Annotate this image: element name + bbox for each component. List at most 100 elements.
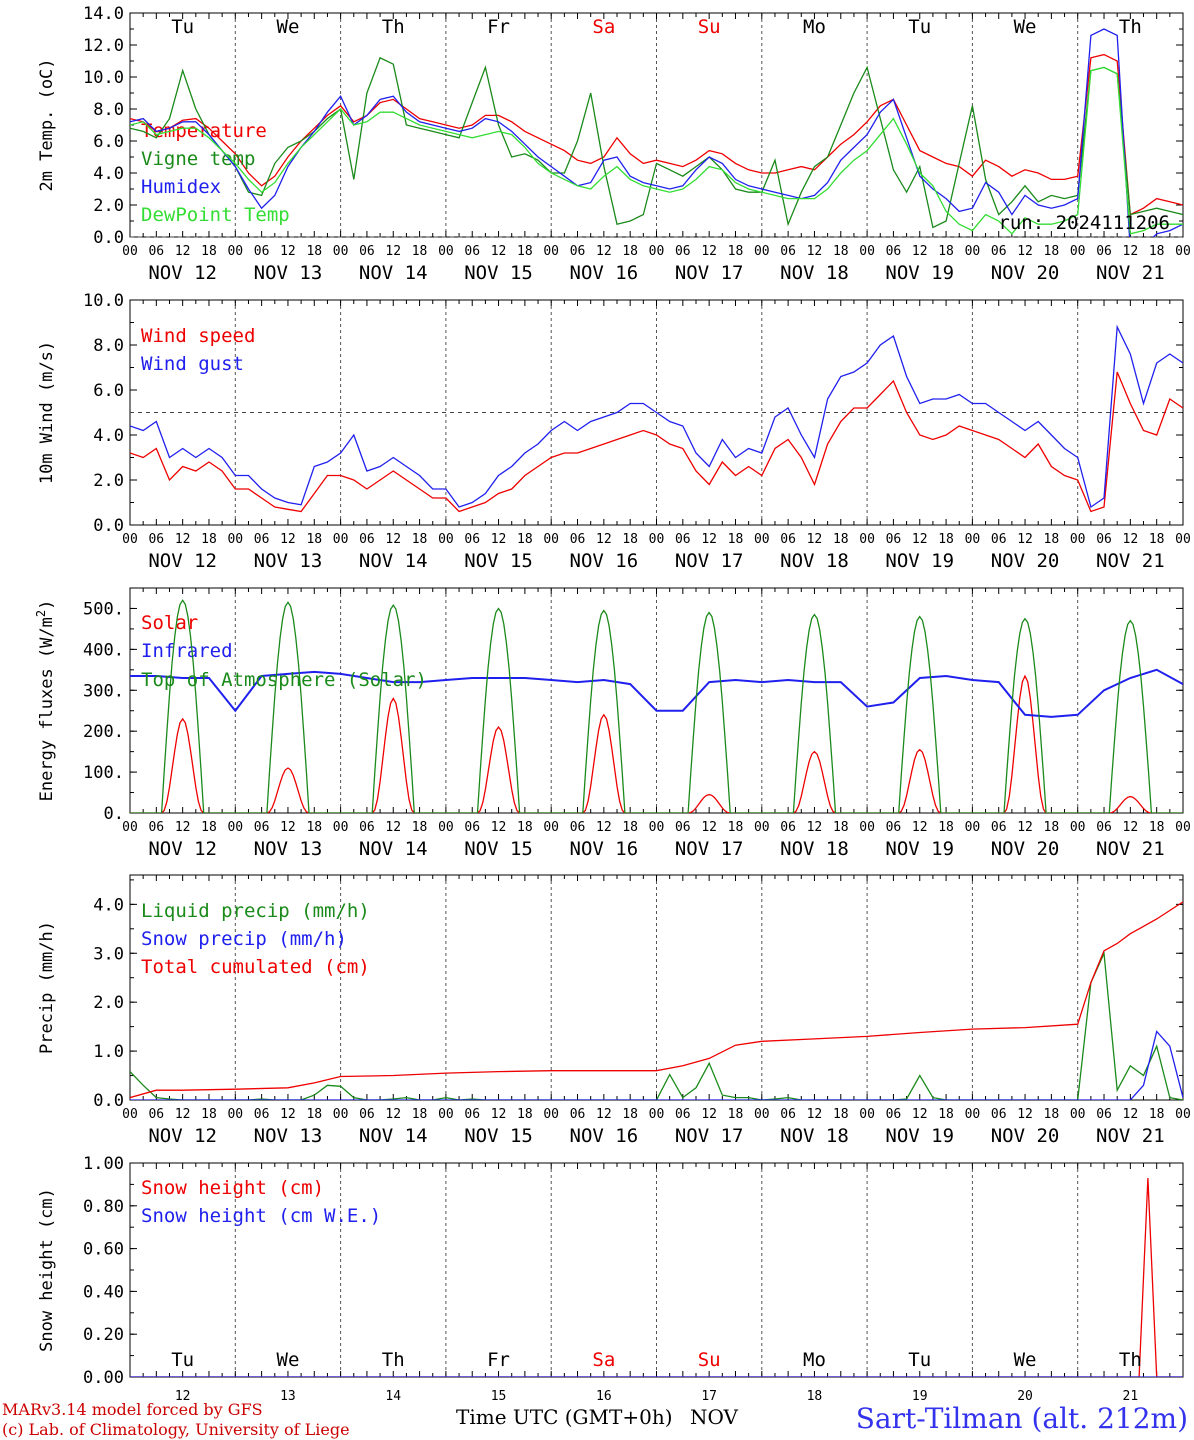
hour-tick-label: 00 xyxy=(333,532,349,547)
hour-tick-label: 12 xyxy=(701,1107,717,1122)
hour-tick-label: 00 xyxy=(1070,532,1086,547)
y-tick-label: 8.0 xyxy=(93,336,124,356)
hour-tick-label: 00 xyxy=(543,532,559,547)
hour-tick-label: 00 xyxy=(754,820,770,835)
date-label: NOV 18 xyxy=(780,1125,849,1147)
hour-tick-label: 06 xyxy=(991,820,1007,835)
date-label: NOV 13 xyxy=(254,1125,323,1147)
date-label: NOV 20 xyxy=(991,262,1060,284)
day-number: 15 xyxy=(491,1389,507,1404)
legend-entry: Vigne temp xyxy=(141,148,255,170)
hour-tick-label: 00 xyxy=(543,244,559,259)
legend-entry: Snow precip (mm/h) xyxy=(141,928,347,950)
hour-tick-label: 18 xyxy=(938,244,954,259)
hour-tick-label: 06 xyxy=(570,244,586,259)
hour-tick-label: 00 xyxy=(227,244,243,259)
hour-tick-label: 12 xyxy=(912,532,928,547)
hour-tick-label: 06 xyxy=(254,1107,270,1122)
hour-tick-label: 18 xyxy=(938,820,954,835)
y-tick-label: 500. xyxy=(83,599,124,619)
hour-tick-label: 06 xyxy=(464,532,480,547)
y-tick-label: 2.0 xyxy=(93,471,124,491)
hour-tick-label: 18 xyxy=(306,244,322,259)
date-label: NOV 19 xyxy=(885,550,954,572)
legend-entry: Wind gust xyxy=(141,353,244,375)
hour-tick-label: 12 xyxy=(912,244,928,259)
legend-entry: Wind speed xyxy=(141,325,255,347)
hour-tick-label: 00 xyxy=(122,244,138,259)
panel-4: 0.0 1.0 2.0 3.0 4.0 Precip (mm/h) 00 06 12 18 00 06… xyxy=(37,874,1191,1147)
hour-tick-label: 12 xyxy=(701,532,717,547)
series-line-1 xyxy=(130,324,1183,509)
hour-tick-label: 12 xyxy=(807,1107,823,1122)
weekday-label-top: Sa xyxy=(592,16,615,38)
y-tick-label: 100. xyxy=(83,763,124,783)
hour-tick-label: 12 xyxy=(596,532,612,547)
hour-tick-label: 00 xyxy=(122,1107,138,1122)
date-label: NOV 20 xyxy=(991,838,1060,860)
hour-tick-label: 12 xyxy=(807,532,823,547)
hour-tick-label: 12 xyxy=(385,532,401,547)
y-tick-label: 200. xyxy=(83,722,124,742)
hour-tick-label: 06 xyxy=(359,244,375,259)
hour-tick-label: 00 xyxy=(859,532,875,547)
y-tick-label: 4.0 xyxy=(93,895,124,915)
y-tick-label: 14.0 xyxy=(83,4,124,24)
weekday-label-bottom: We xyxy=(277,1349,300,1371)
hour-tick-label: 18 xyxy=(833,532,849,547)
legend-entry: DewPoint Temp xyxy=(141,204,290,226)
day-number: 21 xyxy=(1123,1389,1139,1404)
date-label: NOV 16 xyxy=(570,1125,639,1147)
hour-tick-label: 12 xyxy=(385,1107,401,1122)
y-axis-title: 2m Temp. (oC) xyxy=(37,58,57,191)
hour-tick-label: 18 xyxy=(1149,532,1165,547)
hour-tick-label: 06 xyxy=(991,1107,1007,1122)
hour-tick-label: 18 xyxy=(833,244,849,259)
hour-tick-label: 00 xyxy=(438,820,454,835)
hour-tick-label: 00 xyxy=(227,1107,243,1122)
hour-tick-label: 18 xyxy=(517,820,533,835)
hour-tick-label: 00 xyxy=(965,244,981,259)
panel-3: 0. 100. 200. 300. 400. 500. Energy fluxes (W/m… xyxy=(34,587,1191,860)
series-line-2 xyxy=(130,901,1183,1099)
hour-tick-label: 00 xyxy=(122,532,138,547)
date-label: NOV 18 xyxy=(780,550,849,572)
date-label: NOV 14 xyxy=(359,550,428,572)
hour-tick-label: 06 xyxy=(1096,820,1112,835)
hour-tick-label: 00 xyxy=(333,1107,349,1122)
credit-line-1: MARv3.14 model forced by GFS xyxy=(2,1400,263,1419)
hour-tick-label: 00 xyxy=(965,532,981,547)
date-label: NOV 20 xyxy=(991,1125,1060,1147)
hour-tick-label: 18 xyxy=(517,244,533,259)
legend-entry: Humidex xyxy=(141,176,221,198)
hour-tick-label: 12 xyxy=(491,820,507,835)
hour-tick-label: 18 xyxy=(201,244,217,259)
hour-tick-label: 00 xyxy=(1070,244,1086,259)
y-tick-label: 0.0 xyxy=(93,1091,124,1111)
weekday-label-bottom: Tu xyxy=(908,1349,931,1371)
date-label: NOV 12 xyxy=(148,838,217,860)
day-number: 19 xyxy=(912,1389,928,1404)
hour-tick-label: 06 xyxy=(148,244,164,259)
hour-tick-label: 12 xyxy=(175,820,191,835)
hour-tick-label: 18 xyxy=(1044,244,1060,259)
weekday-label-bottom: Tu xyxy=(171,1349,194,1371)
y-tick-label: 3.0 xyxy=(93,944,124,964)
series-line-0 xyxy=(130,1177,1183,1377)
day-number: 18 xyxy=(807,1389,823,1404)
date-label: NOV 14 xyxy=(359,262,428,284)
legend-entry: Top of Atmosphere (Solar) xyxy=(141,669,427,691)
hour-tick-label: 06 xyxy=(886,820,902,835)
hour-tick-label: 06 xyxy=(359,820,375,835)
hour-tick-label: 12 xyxy=(912,820,928,835)
run-label: run: 2024111206 xyxy=(998,212,1170,234)
hour-tick-label: 00 xyxy=(965,820,981,835)
date-label: NOV 14 xyxy=(359,1125,428,1147)
date-label: NOV 19 xyxy=(885,262,954,284)
y-tick-label: 0.20 xyxy=(83,1325,124,1345)
hour-tick-label: 00 xyxy=(1175,1107,1191,1122)
legend-entry: Liquid precip (mm/h) xyxy=(141,900,370,922)
series-line-0 xyxy=(130,371,1183,513)
hour-tick-label: 00 xyxy=(543,820,559,835)
y-tick-label: 0. xyxy=(104,804,124,824)
